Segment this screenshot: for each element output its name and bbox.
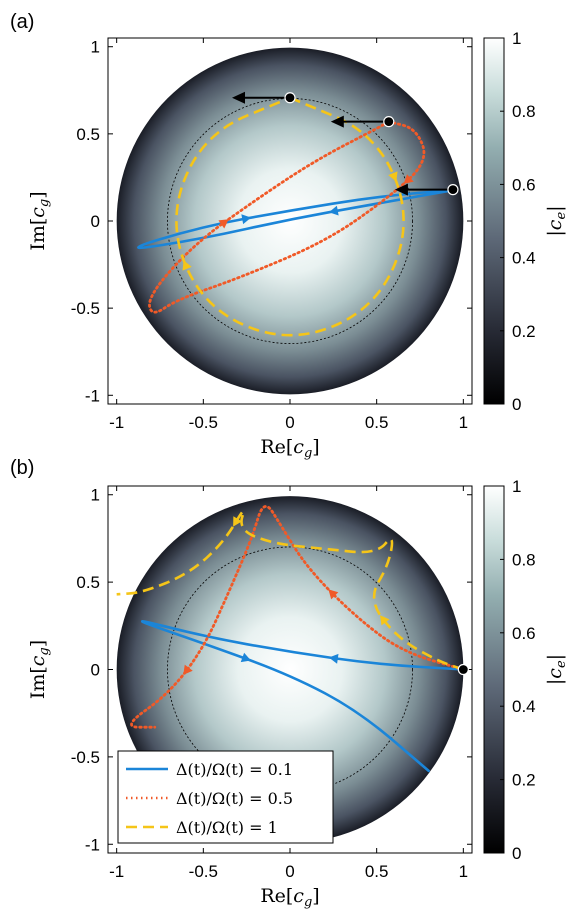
x-tick-label: 0.5 (365, 413, 389, 432)
x-tick-label: -1 (109, 413, 124, 432)
y-tick-label: 0 (91, 212, 100, 231)
colorbar (483, 37, 505, 405)
direction-arrow (328, 653, 339, 664)
series-line-2 (148, 120, 426, 314)
colorbar-tick-label: 0.2 (512, 322, 536, 341)
legend-entry: Δ(t)/Ω(t) = 0.5 (176, 789, 293, 808)
x-tick-label: -0.5 (189, 862, 218, 881)
direction-arrow (240, 652, 251, 663)
colorbar-tick-label: 0.6 (512, 624, 536, 643)
series-line-2 (130, 505, 465, 729)
x-tick-label: -0.5 (189, 413, 218, 432)
x-axis-label: Re[cg] (260, 885, 319, 910)
colorbar-tick-label: 0.6 (512, 175, 536, 194)
start-point (457, 663, 469, 676)
y-tick-label: -1 (85, 835, 100, 854)
panel-label: (b) (10, 457, 34, 479)
direction-arrow (182, 260, 192, 271)
direction-arrow (328, 589, 339, 600)
colorbar (483, 485, 505, 854)
start-arrow-head (330, 115, 344, 128)
colorbar-tick-label: 1 (512, 477, 521, 496)
x-tick-label: 1 (459, 413, 468, 432)
y-tick-label: -1 (85, 386, 100, 405)
x-axis-label: Re[cg] (260, 436, 319, 461)
x-tick-label: 0 (285, 413, 294, 432)
colorbar-label: |ce| (544, 205, 569, 236)
y-tick-label: -0.5 (71, 299, 100, 318)
panel-a: (a) -1 -0.5 0 0.5 1 1 0.5 0 -0.5 -1 Re[cg] Im[cg] 1 0.… (10, 11, 569, 461)
start-arrow-head (232, 91, 245, 104)
legend-entry: Δ(t)/Ω(t) = 1 (176, 818, 278, 837)
colorbar-tick-label: 0.4 (512, 249, 536, 268)
direction-arrow (379, 615, 390, 626)
panel-b: (b) -1 -0.5 0 0.5 1 1 0.5 0 -0.5 -1 Re[cg] Im[cg] 1 0.… (10, 457, 569, 910)
direction-arrow (241, 214, 252, 225)
direction-arrow (218, 219, 229, 229)
x-tick-label: -1 (109, 862, 124, 881)
series-line-3 (175, 96, 405, 337)
colorbar-tick-label: 0 (512, 844, 521, 863)
y-tick-label: 1 (91, 38, 100, 57)
y-tick-label: 0.5 (76, 125, 100, 144)
y-tick-label: 1 (91, 486, 100, 505)
y-axis-label: Im[cg] (27, 191, 52, 250)
direction-arrow (403, 174, 414, 184)
start-point (383, 116, 395, 128)
colorbar-tick-label: 0.4 (512, 697, 536, 716)
start-point (447, 184, 459, 196)
colorbar-tick-label: 0.8 (512, 550, 536, 569)
panel-label: (a) (10, 11, 34, 33)
series-line-1 (140, 620, 465, 773)
colorbar-tick-label: 0.8 (512, 102, 536, 121)
colorbar-tick-label: 0.2 (512, 771, 536, 790)
legend-entry: Δ(t)/Ω(t) = 0.1 (176, 760, 293, 779)
colorbar-tick-label: 1 (512, 29, 521, 48)
direction-arrow (233, 516, 242, 527)
direction-arrow (388, 171, 398, 182)
x-tick-label: 1 (459, 862, 468, 881)
series-line-3 (116, 509, 464, 671)
start-point (284, 92, 296, 104)
y-tick-label: 0.5 (76, 573, 100, 592)
colorbar-label: |ce| (544, 654, 569, 685)
direction-arrow (183, 664, 193, 675)
y-axis-label: Im[cg] (27, 640, 52, 699)
start-arrow-head (394, 183, 408, 196)
x-tick-label: 0 (285, 862, 294, 881)
direction-arrow (328, 205, 339, 216)
y-tick-label: -0.5 (71, 748, 100, 767)
y-tick-label: 0 (91, 661, 100, 680)
colorbar-tick-label: 0 (512, 395, 521, 414)
x-tick-label: 0.5 (365, 862, 389, 881)
